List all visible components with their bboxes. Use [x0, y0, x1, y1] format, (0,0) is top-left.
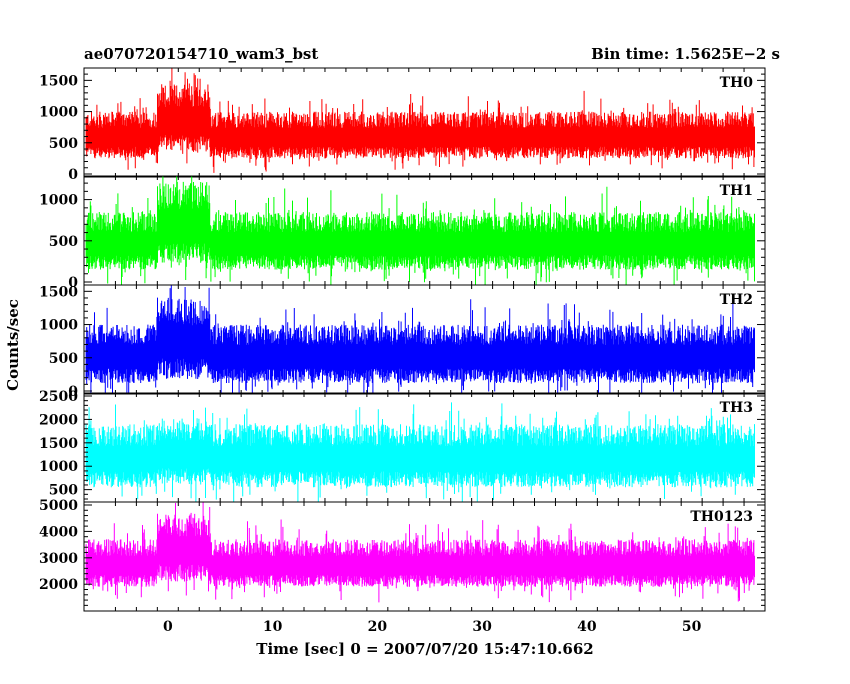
- series-th2: [85, 285, 755, 394]
- y-tick-label: 4000: [39, 524, 78, 540]
- panel-frame: [83, 67, 766, 178]
- y-tick-label: 1000: [39, 318, 78, 334]
- series-th1: [85, 176, 755, 285]
- y-tick-label: 2000: [39, 412, 78, 428]
- x-tick-label: 20: [368, 619, 388, 635]
- y-tick-label: 1500: [39, 436, 78, 452]
- y-axis-label: Counts/sec: [4, 299, 22, 391]
- panel-frame: [83, 501, 766, 612]
- y-tick-label: 1500: [39, 73, 78, 89]
- y-tick-label: 1000: [39, 459, 78, 475]
- y-tick-label: 0: [68, 167, 78, 183]
- x-tick-label: 50: [682, 619, 702, 635]
- series-th0123: [85, 502, 755, 603]
- panel-label-th2: TH2: [720, 292, 753, 308]
- y-tick-label: 0: [68, 275, 78, 291]
- series-th0: [85, 68, 755, 173]
- y-tick-label: 2500: [39, 389, 78, 405]
- x-tick-label: 40: [577, 619, 597, 635]
- chart-title: ae070720154710_wam3_bst: [84, 45, 318, 63]
- y-tick-label: 0: [68, 384, 78, 400]
- panel-label-th0: TH0: [720, 75, 754, 91]
- y-tick-label: 500: [49, 483, 78, 499]
- y-tick-label: 3000: [39, 551, 78, 567]
- y-tick-label: 500: [49, 234, 78, 250]
- x-tick-label: 0: [163, 619, 173, 635]
- y-tick-label: 2000: [39, 577, 78, 593]
- series-th3: [85, 402, 755, 502]
- panel-th2: 0 500 1000 1500 TH2: [39, 284, 766, 400]
- x-tick-label: 10: [263, 619, 283, 635]
- y-tick-label: 500: [49, 351, 78, 367]
- x-tick-label: 30: [472, 619, 492, 635]
- panel-th1: 0 500 1000 TH1: [39, 175, 766, 291]
- panel-label-th3: TH3: [720, 400, 753, 416]
- panel-frame: [83, 284, 766, 395]
- x-axis-label: Time [sec] 0 = 2007/07/20 15:47:10.662: [256, 640, 593, 658]
- panel-label-th0123: TH0123: [690, 509, 753, 525]
- y-tick-label: 1000: [39, 105, 78, 121]
- y-tick-label: 500: [49, 136, 78, 152]
- y-tick-label: 1000: [39, 193, 78, 209]
- panel-label-th1: TH1: [720, 183, 753, 199]
- panel-th0: 0 500 1000 1500 TH0: [39, 67, 766, 183]
- y-tick-label: 1500: [39, 284, 78, 300]
- y-tick-label: 5000: [39, 498, 78, 514]
- panel-th3: 500 1000 1500 2000 2500 TH3: [39, 389, 766, 503]
- panel-th0123: 2000 3000 4000 5000 TH0123 0 10 20 30 40 50: [39, 498, 766, 635]
- bin-time-label: Bin time: 1.5625E−2 s: [591, 45, 780, 63]
